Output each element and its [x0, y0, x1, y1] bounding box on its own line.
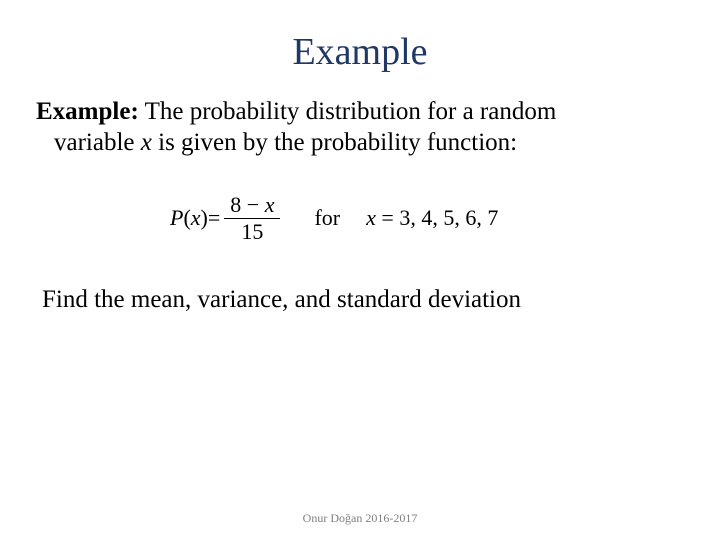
equation-lhs: P(x) = 8 − x 15 — [170, 193, 284, 244]
eq-var-x: x — [191, 205, 201, 231]
eq-close-paren: ) — [201, 205, 208, 231]
equation-rhs: x = 3, 4, 5, 6, 7 — [366, 205, 498, 231]
task-text: Find the mean, variance, and standard de… — [42, 286, 690, 314]
eq-P: P — [170, 205, 183, 231]
slide-container: Example Example: The probability distrib… — [0, 0, 720, 540]
eq-numerator: 8 − x — [224, 193, 280, 219]
eq-fraction: 8 − x 15 — [224, 193, 280, 244]
eq-num-prefix: 8 − — [230, 192, 264, 217]
body-line1: The probability distribution for a rando… — [139, 98, 557, 125]
eq-rhs-values: = 3, 4, 5, 6, 7 — [376, 205, 498, 230]
body-line2-suffix: is given by the probability function: — [152, 129, 517, 156]
body-line2-prefix: variable — [54, 129, 141, 156]
slide-title: Example — [30, 30, 690, 74]
body-line2: variable x is given by the probability f… — [54, 127, 690, 158]
body-variable-x: x — [141, 129, 152, 156]
equation: P(x) = 8 − x 15 for x = 3, 4, 5, 6, 7 — [170, 193, 690, 244]
example-body: Example: The probability distribution fo… — [36, 96, 690, 159]
example-label: Example: — [36, 98, 139, 125]
eq-open-paren: ( — [183, 205, 190, 231]
eq-rhs-var: x — [366, 205, 376, 230]
eq-equals: = — [208, 205, 220, 231]
eq-num-var: x — [265, 192, 275, 217]
footer-credit: Onur Doğan 2016-2017 — [0, 511, 720, 526]
eq-for: for — [314, 205, 340, 231]
eq-denominator: 15 — [235, 219, 269, 244]
